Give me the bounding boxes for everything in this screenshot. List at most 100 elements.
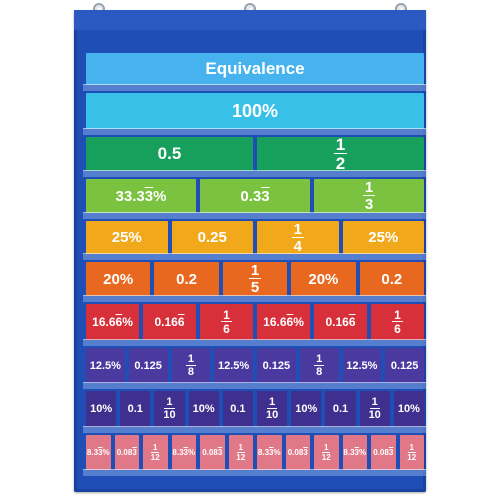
- value-card: 0.1: [120, 391, 151, 427]
- value-card: 8.33%: [342, 435, 367, 470]
- value-card: 0.1: [222, 391, 253, 427]
- card-row: 25% 0.25 1 4 25%: [83, 221, 427, 260]
- fraction-numerator: 1: [333, 135, 348, 154]
- card-value: 10%: [397, 403, 420, 415]
- card-row: Equivalence: [83, 53, 427, 91]
- value-card: 0.083: [371, 435, 396, 470]
- value-card: 8.33%: [86, 435, 111, 470]
- card-row: 10% 0.1 1 10 10% 0.1 1 10 10% 0.1 1 10 10%: [83, 391, 427, 433]
- value-card: 10%: [393, 391, 424, 427]
- pocket-strip: [83, 84, 427, 91]
- fraction-denominator: 3: [364, 196, 374, 213]
- title-card: Equivalence: [86, 53, 424, 85]
- card-row: 12.5% 0.125 1 8 12.5% 0.125 1 8 12.5% 0.125: [83, 348, 427, 389]
- fraction: 1 12: [407, 442, 417, 462]
- fraction: 1 12: [321, 442, 331, 462]
- fraction-numerator: 1: [236, 442, 245, 453]
- repeating-digit: 3: [132, 448, 137, 457]
- card-value: 25%: [368, 229, 399, 246]
- value-card: 25%: [342, 221, 424, 254]
- value-card: 0.166: [314, 304, 367, 340]
- fraction-denominator: 12: [321, 452, 331, 462]
- card-value-repeating: 0.166: [325, 315, 356, 329]
- card-value: 0.1: [230, 403, 246, 415]
- value-card: 0.125: [257, 348, 296, 383]
- card-row: 33.33% 0.33 1 3: [83, 179, 427, 219]
- card-value-repeating: 16.66%: [263, 315, 304, 329]
- value-card: 16.66%: [257, 304, 310, 340]
- fraction-denominator: 12: [407, 452, 417, 462]
- value-card: 20%: [291, 262, 356, 296]
- repeating-digit: 3: [183, 448, 188, 457]
- repeating-digit: 6: [115, 315, 123, 329]
- card-value: 0.125: [134, 359, 162, 372]
- fraction-denominator: 10: [368, 409, 381, 421]
- value-card: 1 12: [399, 435, 424, 470]
- value-card: 0.25: [171, 221, 253, 254]
- fraction-denominator: 2: [335, 154, 346, 173]
- value-card: 1 12: [314, 435, 339, 470]
- pocket-strip: [83, 212, 427, 219]
- value-card: 100%: [86, 93, 424, 129]
- value-card: 25%: [86, 221, 168, 254]
- card-value-repeating: 8.33%: [343, 448, 367, 457]
- fraction-denominator: 8: [187, 365, 194, 378]
- card-value: 12.5%: [346, 359, 378, 372]
- card-value-repeating: 16.66%: [92, 315, 133, 329]
- pocket-strip: [83, 469, 427, 476]
- fraction-numerator: 1: [314, 352, 325, 366]
- value-card: 10%: [291, 391, 322, 427]
- card-value: 0.1: [332, 403, 349, 415]
- value-card: 0.5: [86, 137, 253, 171]
- card-value: 20%: [308, 270, 339, 288]
- pocket-strip: [83, 339, 427, 346]
- fraction-denominator: 5: [250, 279, 260, 296]
- value-card: 20%: [86, 262, 151, 296]
- repeating-digit: 6: [177, 315, 185, 329]
- card-value-repeating: 33.33%: [115, 187, 167, 205]
- repeating-digit: 3: [354, 448, 359, 457]
- card-value: 0.2: [381, 270, 403, 288]
- value-card: 10%: [188, 391, 219, 427]
- card-value-repeating: 0.083: [287, 448, 308, 457]
- fraction-numerator: 1: [248, 262, 262, 279]
- card-row: 100%: [83, 93, 427, 135]
- card-value: 10%: [295, 403, 318, 415]
- fraction-denominator: 8: [316, 365, 323, 378]
- fraction-numerator: 1: [267, 396, 278, 409]
- fraction-denominator: 6: [394, 322, 401, 336]
- fraction-denominator: 12: [150, 452, 160, 462]
- card-value: 0.25: [197, 229, 227, 246]
- card-value: 0.2: [176, 270, 198, 288]
- repeating-digit: 6: [286, 315, 294, 329]
- fraction-numerator: 1: [362, 179, 376, 196]
- value-card: 16.66%: [86, 304, 139, 340]
- card-value: 0.5: [157, 144, 182, 163]
- card-value-repeating: 0.166: [154, 315, 185, 329]
- card-value-repeating: 8.33%: [257, 448, 281, 457]
- value-card: 0.125: [128, 348, 168, 383]
- fraction-numerator: 1: [185, 352, 196, 366]
- value-card: 0.2: [359, 262, 424, 296]
- value-card: 0.083: [114, 435, 139, 470]
- card-value: 0.125: [262, 359, 291, 372]
- pocket-strip: [83, 426, 427, 433]
- fraction: 1 12: [236, 442, 245, 462]
- fraction-denominator: 10: [265, 409, 279, 421]
- value-card: 0.083: [200, 435, 225, 470]
- fraction: 1 10: [163, 397, 175, 421]
- repeating-digit: 3: [144, 187, 154, 205]
- card-value: 10%: [90, 403, 113, 415]
- fraction-numerator: 1: [407, 442, 416, 453]
- fraction-numerator: 1: [322, 442, 331, 453]
- value-card: 1 10: [154, 391, 185, 427]
- pocket-strip: [83, 170, 427, 177]
- pocket-strip: [83, 253, 427, 260]
